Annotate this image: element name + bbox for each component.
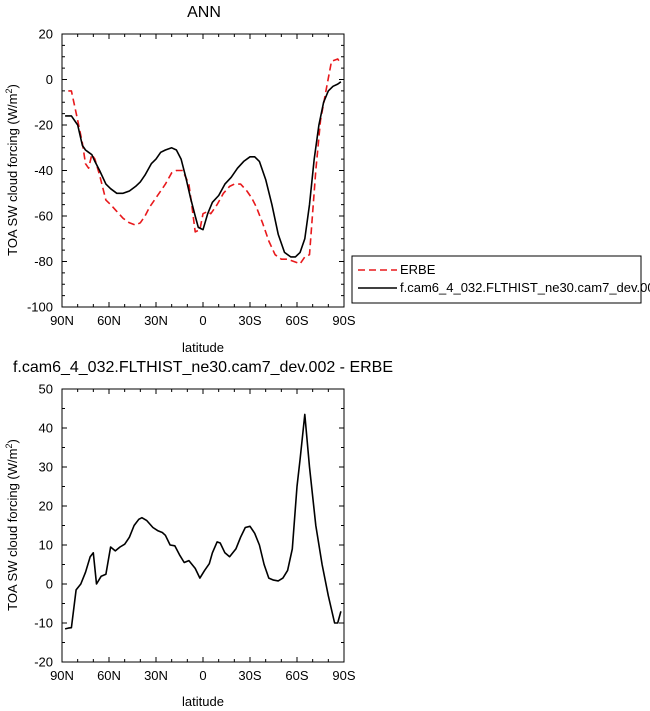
- chart-title-ann: ANN: [187, 4, 221, 21]
- series-line-erbe: [68, 58, 342, 265]
- x-tick-label: 90N: [50, 668, 74, 683]
- y-tick-label: 30: [39, 460, 53, 475]
- legend-label-cam: f.cam6_4_032.FLTHIST_ne30.cam7_dev.002: [400, 280, 650, 295]
- x-tick-label: 90S: [332, 313, 355, 328]
- difference-chart: f.cam6_4_032.FLTHIST_ne30.cam7_dev.002 -…: [4, 359, 393, 709]
- plot-frame: [61, 33, 345, 308]
- x-axis-label: latitude: [182, 340, 224, 355]
- x-axis-label: latitude: [182, 694, 224, 709]
- x-tick-label: 0: [199, 668, 206, 683]
- x-tick-label: 0: [199, 313, 206, 328]
- x-tick-label: 60N: [97, 668, 121, 683]
- series-line-cam: [65, 81, 342, 258]
- y-tick-label: -100: [27, 300, 53, 315]
- y-tick-label: -20: [34, 118, 53, 133]
- y-tick-label: -40: [34, 163, 53, 178]
- axis-ticks: 90N 60N 30N 0 30S 60S 90S 20 0 -20 -40 -60 -80 -100: [27, 27, 356, 329]
- x-tick-label: 30S: [238, 668, 261, 683]
- series-line-difference: [64, 413, 342, 630]
- y-tick-label: 40: [39, 421, 53, 436]
- x-tick-label: 30N: [144, 313, 168, 328]
- y-tick-label: 0: [46, 577, 53, 592]
- annual-mean-chart: ANN 90N 60N 30N 0 30S 60S 90S 20 0 -20 -40 -60 -80 -1…: [4, 4, 650, 355]
- x-tick-label: 60S: [285, 313, 308, 328]
- chart-title-difference: f.cam6_4_032.FLTHIST_ne30.cam7_dev.002 -…: [13, 359, 393, 376]
- y-tick-label: -20: [34, 655, 53, 670]
- series-lines: [64, 413, 342, 630]
- y-axis-label: TOA SW cloud forcing (W/m2): [4, 439, 20, 611]
- y-tick-label: -80: [34, 254, 53, 269]
- y-axis-label: TOA SW cloud forcing (W/m2): [4, 84, 20, 256]
- y-tick-label: -60: [34, 209, 53, 224]
- legend: ERBE f.cam6_4_032.FLTHIST_ne30.cam7_dev.…: [351, 255, 650, 304]
- y-tick-label: 10: [39, 538, 53, 553]
- y-tick-label: 20: [39, 499, 53, 514]
- legend-label-erbe: ERBE: [400, 262, 436, 277]
- axis-ticks: 90N 60N 30N 0 30S 60S 90S 50 40 30 20 10 0 -10 -20: [34, 382, 356, 684]
- legend-box: [351, 255, 642, 304]
- plot-frame: [61, 388, 345, 663]
- x-tick-label: 30S: [238, 313, 261, 328]
- x-tick-label: 30N: [144, 668, 168, 683]
- y-tick-label: -10: [34, 616, 53, 631]
- y-tick-label: 20: [39, 27, 53, 42]
- x-tick-label: 90S: [332, 668, 355, 683]
- y-tick-label: 50: [39, 382, 53, 397]
- series-lines: [65, 58, 342, 265]
- y-tick-label: 0: [46, 72, 53, 87]
- x-tick-label: 60S: [285, 668, 308, 683]
- x-tick-label: 60N: [97, 313, 121, 328]
- x-tick-label: 90N: [50, 313, 74, 328]
